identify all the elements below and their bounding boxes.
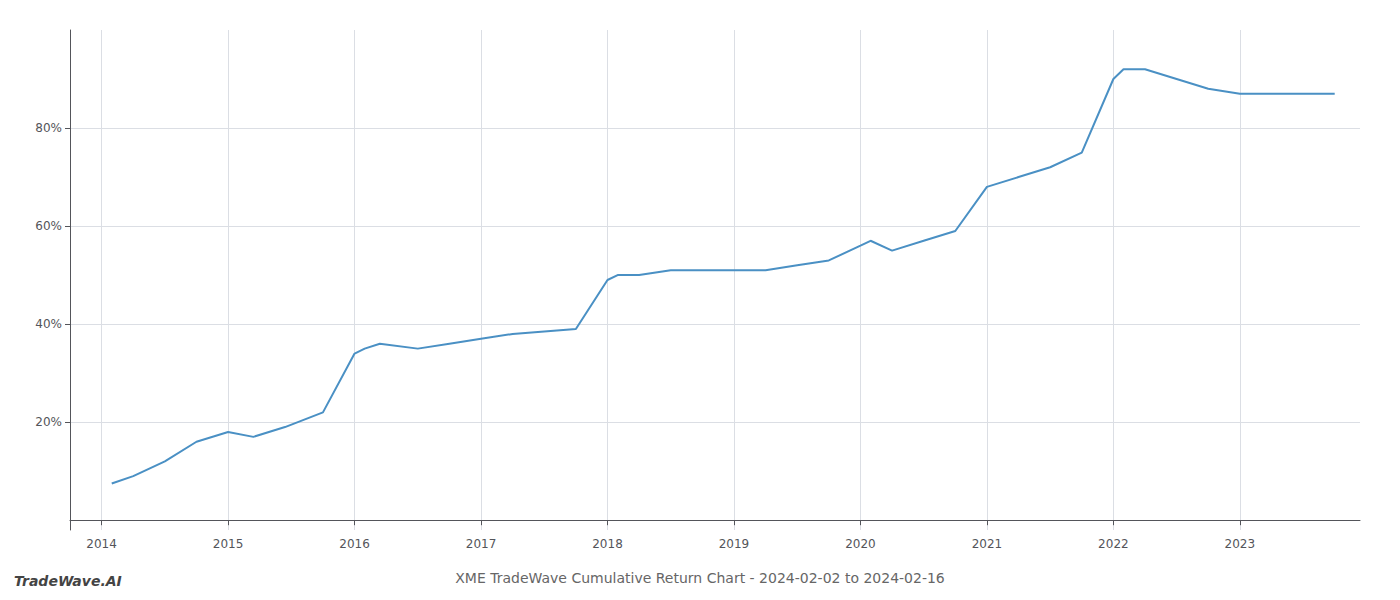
svg-text:60%: 60% — [35, 219, 62, 233]
svg-text:80%: 80% — [35, 121, 62, 135]
svg-text:TradeWave.AI: TradeWave.AI — [14, 573, 122, 589]
svg-text:2021: 2021 — [972, 537, 1003, 551]
svg-text:2019: 2019 — [719, 537, 750, 551]
svg-text:20%: 20% — [35, 415, 62, 429]
svg-text:2023: 2023 — [1225, 537, 1256, 551]
svg-text:2018: 2018 — [592, 537, 623, 551]
svg-text:2014: 2014 — [86, 537, 117, 551]
svg-text:2015: 2015 — [213, 537, 244, 551]
svg-text:2016: 2016 — [339, 537, 370, 551]
svg-text:2017: 2017 — [466, 537, 497, 551]
svg-text:2020: 2020 — [845, 537, 876, 551]
svg-text:2022: 2022 — [1098, 537, 1129, 551]
svg-text:XME TradeWave Cumulative Retur: XME TradeWave Cumulative Return Chart - … — [455, 570, 945, 586]
svg-text:40%: 40% — [35, 317, 62, 331]
